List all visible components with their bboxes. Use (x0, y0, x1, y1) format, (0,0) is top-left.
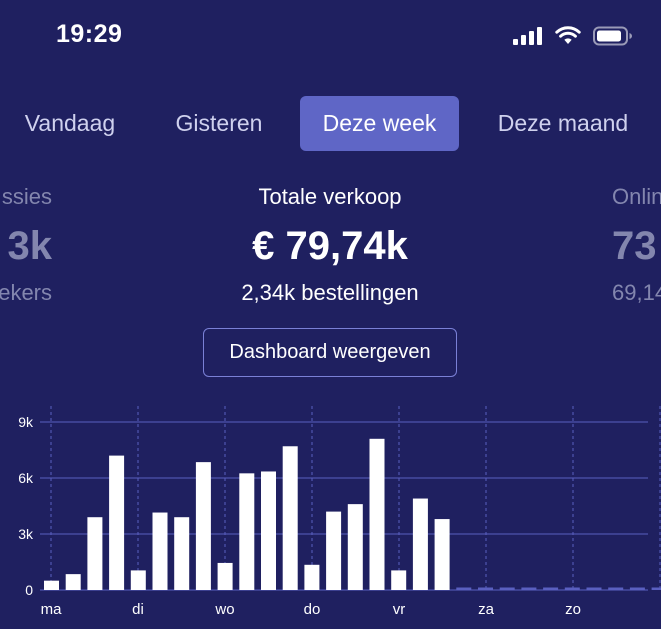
bar (174, 517, 190, 590)
bar-empty (543, 587, 559, 590)
x-day-label: wo (214, 601, 234, 618)
bar-empty (521, 587, 537, 590)
y-tick-label: 0 (25, 582, 33, 598)
status-icons (513, 24, 633, 48)
bar (130, 570, 146, 590)
bar (304, 564, 320, 590)
bar-empty (651, 587, 661, 590)
bar-empty (499, 587, 515, 590)
x-day-label: di (132, 601, 144, 618)
kpi-left-value: 3k (7, 224, 53, 268)
bar-empty (456, 587, 472, 590)
bar (412, 498, 428, 590)
bar-empty (478, 587, 493, 590)
bar (369, 438, 385, 590)
status-bar: 19:29 (0, 0, 661, 70)
sales-bar-chart: 0 3k 6k 9k ma di wo do vr za zo (0, 400, 661, 629)
x-day-label: vr (393, 601, 406, 618)
kpi-left-title: ssies (1, 184, 52, 209)
x-day-label: zo (565, 601, 581, 618)
kpi-right-title: Onlin (612, 184, 661, 209)
bar (217, 562, 233, 590)
tab-deze-week[interactable]: Deze week (300, 96, 459, 151)
kpi-left-sub: ekers (0, 280, 52, 305)
bar (239, 473, 255, 590)
bar (44, 580, 59, 590)
kpi-orders-count: 2,34k bestellingen (241, 280, 419, 305)
kpi-right-sub: 69,14 (612, 280, 661, 305)
bar (391, 570, 407, 590)
period-tabs: Vandaag Gisteren Deze week Deze maand (0, 96, 661, 151)
y-tick-label: 9k (18, 414, 34, 430)
y-tick-label: 6k (18, 470, 34, 486)
tab-deze-maand[interactable]: Deze maand (497, 110, 629, 136)
bar (87, 517, 103, 590)
kpi-total-sales-title: Totale verkoop (258, 184, 402, 209)
x-day-label: za (478, 601, 495, 618)
cellular-signal-icon (513, 27, 542, 45)
bar (326, 511, 342, 590)
bar (195, 462, 211, 590)
tab-vandaag[interactable]: Vandaag (24, 110, 116, 136)
bar (152, 512, 168, 590)
kpi-card-total-sales[interactable]: Totale verkoop € 79,74k 2,34k bestelling… (180, 182, 480, 308)
wifi-icon (555, 26, 581, 44)
bar-empty (586, 587, 602, 590)
bar-empty (564, 587, 580, 590)
bar (65, 574, 81, 590)
kpi-total-sales-value: € 79,74k (252, 224, 408, 268)
kpi-card-left[interactable]: ssies 3k ekers (0, 182, 52, 308)
x-day-label: do (304, 601, 321, 618)
bar (109, 455, 125, 590)
status-time: 19:29 (56, 20, 123, 48)
bar-empty (608, 587, 624, 590)
bar (347, 504, 363, 590)
battery-icon (593, 26, 632, 46)
bar (282, 446, 298, 590)
tab-gisteren[interactable]: Gisteren (175, 110, 263, 136)
bar (261, 471, 276, 590)
bar (434, 519, 450, 590)
sales-chart-svg: 0 3k 6k 9k ma di wo do vr za zo (18, 406, 661, 618)
kpi-right-value: 73 (612, 224, 657, 268)
bar-empty (629, 587, 645, 590)
x-day-label: ma (41, 601, 62, 618)
dashboard-button[interactable]: Dashboard weergeven (203, 328, 457, 377)
y-tick-label: 3k (18, 526, 34, 542)
kpi-card-right[interactable]: Onlin 73 69,14 (612, 182, 661, 308)
